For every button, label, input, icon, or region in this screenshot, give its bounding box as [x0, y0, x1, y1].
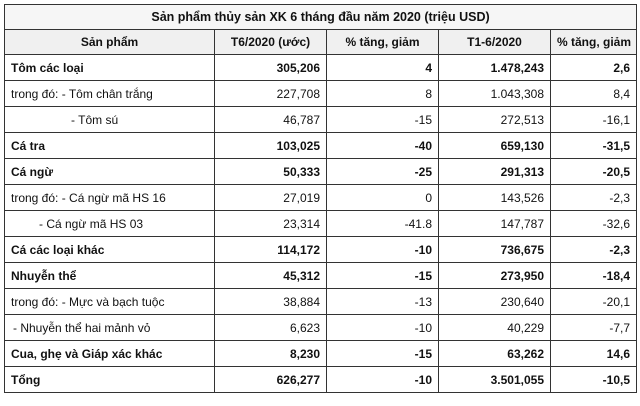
cell-pct1: -10 — [326, 236, 439, 263]
row-label: Tổng — [4, 366, 215, 393]
cell-t16: 736,675 — [438, 236, 551, 263]
table-row: - Cá ngừ mã HS 03 23,314 -41.8 147,787 -… — [4, 210, 638, 237]
row-label: Cua, ghẹ và Giáp xác khác — [4, 340, 215, 367]
table-row: trong đó: - Mực và bạch tuộc 38,884 -13 … — [4, 288, 638, 315]
cell-t16: 291,313 — [438, 158, 551, 185]
cell-t6: 38,884 — [214, 288, 327, 315]
cell-t16: 40,229 — [438, 314, 551, 341]
cell-t16: 230,640 — [438, 288, 551, 315]
cell-pct1: -15 — [326, 106, 439, 133]
cell-t6: 227,708 — [214, 80, 327, 107]
cell-pct1: 0 — [326, 184, 439, 211]
cell-t16: 3.501,055 — [438, 366, 551, 393]
cell-pct1: 4 — [326, 54, 439, 81]
row-label: Cá ngừ — [4, 158, 215, 185]
cell-t6: 114,172 — [214, 236, 327, 263]
row-label: Cá tra — [4, 132, 215, 159]
table-row-total: Tổng 626,277 -10 3.501,055 -10,5 — [4, 366, 638, 393]
cell-t6: 50,333 — [214, 158, 327, 185]
cell-pct2: -7,7 — [549, 314, 638, 341]
table-header-row: Sản phẩm T6/2020 (ước) % tăng, giảm T1-6… — [4, 29, 638, 55]
table-row: Cá ngừ 50,333 -25 291,313 -20,5 — [4, 158, 638, 185]
header-product: Sản phẩm — [4, 29, 215, 55]
cell-pct2: -20,1 — [549, 288, 638, 315]
cell-pct1: -41.8 — [326, 210, 439, 237]
cell-t16: 273,950 — [438, 262, 551, 289]
cell-t16: 63,262 — [438, 340, 551, 367]
cell-t6: 305,206 — [214, 54, 327, 81]
cell-pct1: -10 — [326, 366, 439, 393]
cell-pct2: 2,6 — [549, 54, 638, 81]
cell-pct2: 8,4 — [549, 80, 638, 107]
cell-pct1: 8 — [326, 80, 439, 107]
cell-pct1: -15 — [326, 340, 439, 367]
cell-pct2: 14,6 — [549, 340, 638, 367]
row-label: trong đó: - Mực và bạch tuộc — [4, 288, 215, 315]
cell-pct1: -10 — [326, 314, 439, 341]
cell-pct2: -31,5 — [549, 132, 638, 159]
header-pct-change-2: % tăng, giảm — [549, 29, 638, 55]
row-label: - Tôm sú — [4, 106, 215, 133]
header-t6-2020: T6/2020 (ước) — [214, 29, 327, 55]
cell-pct2: -20,5 — [549, 158, 638, 185]
header-pct-change-1: % tăng, giảm — [326, 29, 439, 55]
cell-pct2: -32,6 — [549, 210, 638, 237]
cell-t16: 659,130 — [438, 132, 551, 159]
cell-t16: 147,787 — [438, 210, 551, 237]
cell-t6: 23,314 — [214, 210, 327, 237]
cell-t6: 27,019 — [214, 184, 327, 211]
table-row: trong đó: - Tôm chân trắng 227,708 8 1.0… — [4, 80, 638, 107]
row-label: Nhuyễn thể — [4, 262, 215, 289]
table-row: Cá tra 103,025 -40 659,130 -31,5 — [4, 132, 638, 159]
table-row: Nhuyễn thể 45,312 -15 273,950 -18,4 — [4, 262, 638, 289]
cell-t6: 626,277 — [214, 366, 327, 393]
row-label: Tôm các loại — [4, 54, 215, 81]
export-table-container: Sản phẩm thủy sản XK 6 tháng đầu năm 202… — [3, 4, 638, 393]
cell-pct2: -16,1 — [549, 106, 638, 133]
row-label: - Cá ngừ mã HS 03 — [4, 210, 215, 237]
cell-t16: 272,513 — [438, 106, 551, 133]
cell-pct2: -2,3 — [549, 184, 638, 211]
cell-t16: 143,526 — [438, 184, 551, 211]
row-label: trong đó: - Cá ngừ mã HS 16 — [4, 184, 215, 211]
cell-t6: 8,230 — [214, 340, 327, 367]
cell-pct2: -10,5 — [549, 366, 638, 393]
table-row: - Tôm sú 46,787 -15 272,513 -16,1 — [4, 106, 638, 133]
cell-t16: 1.478,243 — [438, 54, 551, 81]
table-row: Tôm các loại 305,206 4 1.478,243 2,6 — [4, 54, 638, 81]
cell-t6: 46,787 — [214, 106, 327, 133]
cell-pct2: -18,4 — [549, 262, 638, 289]
table-row: Cua, ghẹ và Giáp xác khác 8,230 -15 63,2… — [4, 340, 638, 367]
row-label: Cá các loại khác — [4, 236, 215, 263]
table-title-row: Sản phẩm thủy sản XK 6 tháng đầu năm 202… — [3, 4, 638, 30]
cell-t6: 6,623 — [214, 314, 327, 341]
cell-t6: 103,025 — [214, 132, 327, 159]
cell-pct1: -25 — [326, 158, 439, 185]
cell-pct1: -15 — [326, 262, 439, 289]
cell-t6: 45,312 — [214, 262, 327, 289]
cell-pct1: -40 — [326, 132, 439, 159]
seafood-export-table: Sản phẩm thủy sản XK 6 tháng đầu năm 202… — [3, 4, 638, 393]
table-row: - Nhuyễn thể hai mảnh vỏ 6,623 -10 40,22… — [4, 314, 638, 341]
table-row: Cá các loại khác 114,172 -10 736,675 -2,… — [4, 236, 638, 263]
cell-pct2: -2,3 — [549, 236, 638, 263]
cell-pct1: -13 — [326, 288, 439, 315]
table-title: Sản phẩm thủy sản XK 6 tháng đầu năm 202… — [3, 4, 638, 30]
cell-t16: 1.043,308 — [438, 80, 551, 107]
table-row: trong đó: - Cá ngừ mã HS 16 27,019 0 143… — [4, 184, 638, 211]
row-label: trong đó: - Tôm chân trắng — [4, 80, 215, 107]
header-t1-6-2020: T1-6/2020 — [438, 29, 551, 55]
row-label: - Nhuyễn thể hai mảnh vỏ — [4, 314, 215, 341]
